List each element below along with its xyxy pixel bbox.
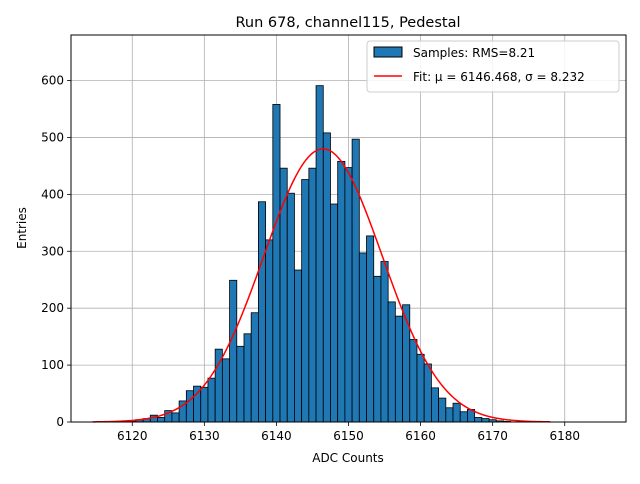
histogram-bar	[330, 203, 339, 423]
x-tick-label: 6130	[189, 429, 220, 443]
histogram-bar	[474, 417, 483, 423]
histogram-bar	[200, 386, 209, 423]
y-tick-label: 500	[41, 130, 64, 144]
histogram-bar	[373, 275, 382, 423]
x-tick-label: 6150	[333, 429, 364, 443]
legend-histogram-label: Samples: RMS=8.21	[413, 46, 535, 60]
histogram-bar	[358, 252, 367, 423]
x-tick-label: 6170	[477, 429, 508, 443]
histogram-bar	[438, 397, 447, 423]
histogram-bar	[459, 411, 468, 423]
histogram-bar	[301, 179, 310, 423]
histogram-bar	[445, 407, 454, 423]
histogram-bar	[221, 358, 230, 423]
histogram-bar	[286, 192, 295, 423]
histogram-bar	[387, 301, 396, 423]
x-tick-label: 6180	[549, 429, 580, 443]
fit-curve	[92, 148, 551, 423]
histogram-bar	[243, 333, 252, 423]
histogram-bar	[279, 167, 288, 423]
histogram-bar	[380, 261, 389, 423]
x-tick-label: 6120	[117, 429, 148, 443]
histogram-bar	[236, 345, 245, 423]
histogram-bar	[250, 312, 259, 423]
legend-histogram-swatch	[373, 46, 403, 58]
x-axis-ticks: 6120 6130 6140 6150 6160 6170 6180	[117, 422, 580, 443]
y-tick-label: 400	[41, 187, 64, 201]
y-tick-label: 600	[41, 74, 64, 88]
y-tick-label: 300	[41, 244, 64, 258]
chart-title: Run 678, channel115, Pedestal	[235, 15, 460, 31]
histogram-bar	[344, 167, 353, 423]
histogram-bar	[265, 239, 274, 423]
y-tick-label: 0	[56, 415, 64, 429]
y-tick-label: 200	[41, 301, 64, 315]
histogram-bar	[423, 363, 432, 423]
histogram-bar	[272, 104, 281, 423]
histogram-bar	[185, 390, 194, 423]
y-tick-label: 100	[41, 358, 64, 372]
y-axis-label: Entries	[15, 207, 29, 249]
histogram-bar	[430, 387, 439, 423]
x-tick-label: 6160	[405, 429, 436, 443]
histogram-bar	[409, 339, 418, 423]
legend-box	[366, 40, 620, 93]
histogram-bar	[229, 279, 238, 423]
histogram-bar	[416, 353, 425, 423]
x-axis-label: ADC Counts	[312, 451, 384, 465]
legend-fit-label: Fit: μ = 6146.468, σ = 8.232	[413, 70, 585, 84]
histogram-bar	[452, 402, 461, 423]
legend: Samples: RMS=8.21 Fit: μ = 6146.468, σ =…	[366, 40, 620, 93]
histogram-bar	[258, 201, 267, 423]
histogram-bar	[315, 85, 324, 423]
x-tick-label: 6140	[261, 429, 292, 443]
histogram-bars	[128, 85, 512, 423]
histogram-bar	[322, 132, 331, 423]
histogram-bar	[294, 269, 303, 423]
histogram-bar	[171, 412, 180, 423]
histogram-bar	[402, 304, 411, 423]
histogram-bar	[366, 235, 375, 423]
histogram-bar	[157, 417, 166, 423]
histogram-bar	[337, 160, 346, 423]
histogram-bar	[481, 418, 490, 423]
histogram-bar	[308, 167, 317, 423]
y-axis-ticks: 0 100 200 300 400 500 600	[41, 74, 71, 429]
histogram-bar	[394, 315, 403, 423]
histogram-bar	[207, 377, 216, 423]
